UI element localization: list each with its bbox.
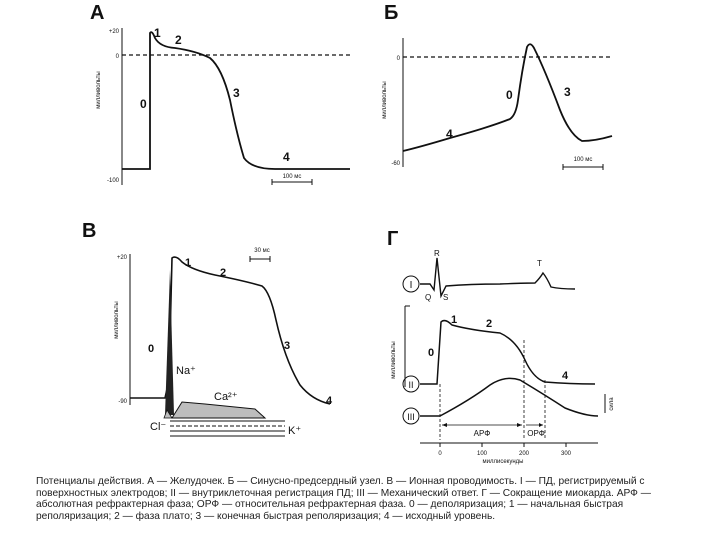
panel-b-action-potential [402,43,613,152]
panel-g-arf-arrowhead-right [517,423,522,427]
panel-g-ap-phase-2: 2 [486,318,492,330]
panel-g-x-label-0: 0 [438,451,442,457]
panel-v-scalebar-label: 30 мс [254,248,269,254]
panel-v-phase-1: 1 [185,257,191,269]
panel-v-cl-conductance [163,409,173,419]
panel-g-row-i-marker [402,275,420,293]
panel-g-orf-arrowhead [539,423,543,427]
panel-g-ap-phase-4: 4 [562,370,569,382]
panel-v-phase-2: 2 [220,267,226,279]
panel-a-tick-top: +20 [109,29,120,35]
panel-b-scalebar-label: 100 мс [574,157,593,163]
panel-g-x-label-100: 100 [477,451,488,457]
panel-v-na-conductance [165,270,174,415]
panel-v-tick-bottom: -90 [118,399,127,405]
panel-v-ion-conductance: милливольты +20 -90 30 мс 1 2 3 4 0 Na⁺ … [114,248,333,437]
panel-g-mech-trace [420,377,599,417]
panel-letter-g: Г [387,228,399,250]
panel-b-tick-zero: 0 [397,56,401,62]
panel-v-ion-na: Na⁺ [176,365,196,377]
panel-g-row-iii-label: III [407,412,415,422]
panel-g-ylabel: милливольты [391,341,397,378]
panel-a-phase-1: 1 [154,26,161,40]
panel-g-arf-label: АРФ [474,429,491,438]
panel-b-tick-bottom: -60 [391,161,400,167]
panel-g-ap-phase-1: 1 [451,314,457,326]
panel-a-phase-2: 2 [175,33,182,47]
panel-g-row-i-label: I [410,280,413,291]
panel-a-ventricle: милливольты +20 0 -100 1 2 3 4 0 100 мс [96,26,350,185]
panel-b-phase-3: 3 [564,85,571,99]
panel-g-orf-label: ОРФ [527,429,545,438]
panel-letter-b: Б [384,2,399,24]
panel-g-xlabel: миллисекунды [483,459,524,465]
panel-v-ion-k: K⁺ [288,425,301,437]
panel-b-sa-node: милливольты 0 -60 0 3 4 100 мс [382,38,613,170]
panel-letter-v: В [82,220,97,242]
panel-g-mech-label: сила [609,397,615,411]
panel-v-ion-ca: Ca²⁺ [214,391,238,403]
panel-a-tick-zero: 0 [116,54,120,60]
panel-g-ecg-r: R [434,249,440,258]
panel-v-ion-cl: Cl⁻ [150,421,166,433]
panel-g-ecg-t: T [537,259,542,268]
panel-v-tick-top: +20 [117,255,128,261]
panel-v-ca-conductance [171,401,267,419]
panel-g-row-ii-label: II [408,380,413,390]
panel-v-ylabel: милливольты [114,301,120,338]
panel-v-phase-0: 0 [148,343,154,355]
panel-g-ecg-trace [420,257,576,299]
panel-g-arf-arrowhead-left [442,423,447,427]
panel-g-row-ii-marker [402,375,420,393]
panel-g-ap-phase-0: 0 [428,347,434,359]
panel-v-phase-4: 4 [326,395,333,407]
panel-b-ylabel: милливольты [382,81,388,118]
panel-g-ecg-q: Q [425,293,431,302]
panel-a-ylabel: милливольты [96,71,102,108]
panel-v-phase-3: 3 [284,340,290,352]
panel-a-phase-4: 4 [283,150,290,164]
panel-g-row-iii-marker [402,407,420,425]
panel-a-phase-3: 3 [233,86,240,100]
panel-a-phase-0: 0 [140,97,147,111]
figure-caption: Потенциалы действия. А — Желудочек. Б — … [36,476,651,522]
panel-a-scalebar-label: 100 мс [283,174,302,180]
panel-g-ap-trace [420,319,596,385]
panel-g-ecg-s: S [443,293,448,302]
panel-letter-a: А [90,2,105,24]
panel-b-phase-0: 0 [506,88,513,102]
panel-g-x-label-300: 300 [561,451,572,457]
panel-a-tick-bottom: -100 [107,178,120,184]
panel-g-contraction: I R Q S T милливольты II 1 2 0 4 III сил… [391,249,615,465]
panel-v-action-potential [130,256,331,405]
panel-g-x-label-200: 200 [519,451,530,457]
panel-b-phase-4: 4 [446,127,453,141]
panel-a-action-potential [122,31,350,170]
